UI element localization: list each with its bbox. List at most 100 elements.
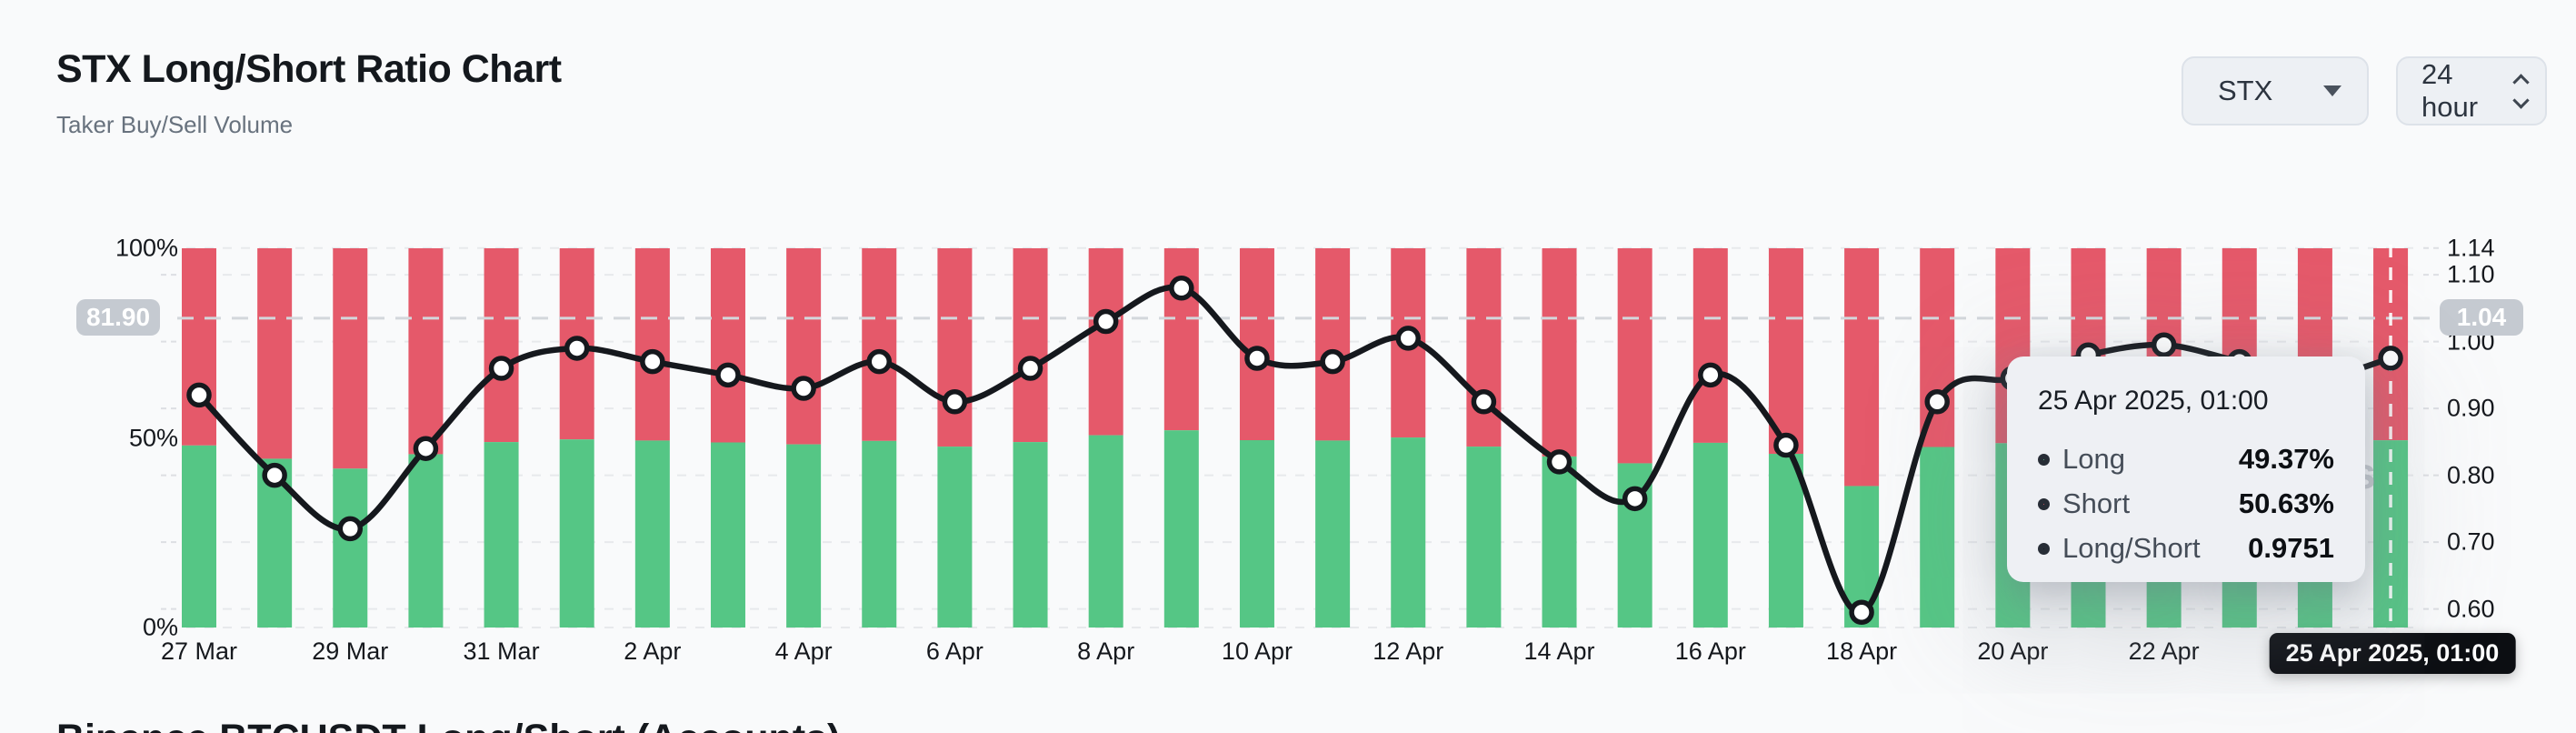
- bar-short: [937, 248, 973, 447]
- bar-column[interactable]: [1768, 248, 1803, 628]
- x-axis-tick: 16 Apr: [1674, 638, 1746, 665]
- x-axis-tick: 20 Apr: [1977, 638, 2049, 665]
- bar-column[interactable]: [1617, 248, 1652, 628]
- bar-column[interactable]: [786, 248, 822, 628]
- ratio-marker[interactable]: [640, 348, 665, 375]
- ratio-marker[interactable]: [1395, 326, 1421, 351]
- bar-long: [1088, 435, 1123, 628]
- bar-short: [1239, 248, 1274, 441]
- crosshair-right-value-pill: 1.04: [2440, 299, 2523, 336]
- bar-column[interactable]: [1466, 248, 1502, 628]
- bar-short: [634, 248, 670, 441]
- y-axis-right-tick: 1.10: [2447, 260, 2495, 288]
- bar-column[interactable]: [1088, 248, 1123, 628]
- bar-column[interactable]: [484, 248, 519, 628]
- long-series-dot-icon: [2038, 453, 2050, 466]
- ratio-marker[interactable]: [1773, 432, 1799, 458]
- ratio-marker[interactable]: [1849, 599, 1874, 626]
- x-axis-tick: 2 Apr: [624, 638, 682, 665]
- x-axis-tick: 14 Apr: [1523, 638, 1595, 665]
- bar-column[interactable]: [559, 248, 594, 628]
- crosshair-left-value-pill: 81.90: [76, 299, 160, 336]
- ratio-marker[interactable]: [2378, 346, 2403, 371]
- bar-column[interactable]: [862, 248, 897, 628]
- bar-short: [1768, 248, 1803, 455]
- bar-column[interactable]: [710, 248, 745, 628]
- bar-column[interactable]: [408, 248, 444, 628]
- bar-column[interactable]: [1315, 248, 1351, 628]
- x-axis-tick: 18 Apr: [1826, 638, 1898, 665]
- ratio-marker[interactable]: [1093, 308, 1119, 335]
- bar-short: [1013, 248, 1048, 443]
- ratio-marker[interactable]: [1169, 276, 1194, 301]
- bar-column[interactable]: [1844, 248, 1880, 628]
- bar-column[interactable]: [1391, 248, 1426, 628]
- bar-long: [937, 447, 973, 628]
- bar-long: [1315, 440, 1351, 628]
- bar-column[interactable]: [182, 248, 216, 628]
- ratio-marker[interactable]: [1471, 389, 1497, 415]
- tooltip-row-label: Short: [2062, 487, 2131, 519]
- x-axis-tick: 31 Mar: [463, 638, 540, 665]
- bar-short: [862, 248, 897, 441]
- ratio-marker[interactable]: [1244, 346, 1270, 371]
- ratio-marker[interactable]: [186, 382, 212, 408]
- interval-select[interactable]: 24 hour: [2396, 56, 2547, 126]
- bar-column[interactable]: [333, 248, 368, 628]
- bar-column[interactable]: [257, 248, 293, 628]
- bar-long: [786, 444, 822, 628]
- ratio-marker[interactable]: [1622, 486, 1648, 512]
- chart-controls: STX 24 hour: [2182, 56, 2547, 126]
- x-axis-tick: 6 Apr: [925, 638, 983, 665]
- y-axis-left-tick: 100%: [115, 234, 178, 262]
- ratio-marker[interactable]: [866, 348, 893, 375]
- y-axis-right-tick: 1.14: [2447, 234, 2495, 262]
- tooltip-row-longshort: Long/Short 0.9751: [2038, 532, 2334, 565]
- x-axis-tick: 22 Apr: [2128, 638, 2200, 665]
- ratio-marker[interactable]: [791, 376, 816, 401]
- bar-column[interactable]: [1013, 248, 1048, 628]
- bar-column[interactable]: [1692, 248, 1728, 628]
- bar-long: [408, 454, 444, 628]
- bar-column[interactable]: [1163, 248, 1199, 628]
- bar-column[interactable]: [634, 248, 670, 628]
- bar-column[interactable]: [1542, 248, 1577, 628]
- bar-column[interactable]: [1239, 248, 1274, 628]
- bar-long: [1239, 440, 1274, 628]
- bar-column[interactable]: [1920, 248, 1955, 628]
- bar-short: [1542, 248, 1577, 457]
- bar-short: [710, 248, 745, 443]
- ratio-marker[interactable]: [2151, 332, 2177, 358]
- bar-short: [1163, 248, 1199, 431]
- symbol-select[interactable]: STX: [2182, 56, 2369, 126]
- bar-long: [1768, 454, 1803, 628]
- tooltip-row-short: Short 50.63%: [2038, 487, 2334, 520]
- bar-long: [1013, 442, 1048, 628]
- ratio-marker[interactable]: [337, 516, 364, 542]
- ratio-marker[interactable]: [564, 336, 590, 361]
- tooltip-row-label: Long: [2062, 443, 2125, 475]
- tooltip-row-value: 49.37%: [2238, 443, 2334, 475]
- tooltip-row-value: 0.9751: [2248, 532, 2334, 564]
- bar-short: [182, 248, 216, 446]
- longshort-series-dot-icon: [2038, 542, 2050, 555]
- ratio-marker[interactable]: [1320, 348, 1345, 375]
- ratio-marker[interactable]: [715, 362, 741, 388]
- bar-long: [1163, 430, 1199, 628]
- ratio-marker[interactable]: [1546, 449, 1573, 475]
- ratio-marker[interactable]: [262, 462, 287, 488]
- x-axis-tick: 27 Mar: [160, 638, 238, 665]
- bar-long: [634, 440, 670, 628]
- bar-long: [862, 440, 897, 628]
- ratio-marker[interactable]: [1924, 389, 1950, 415]
- bar-short: [1088, 248, 1123, 436]
- ratio-marker[interactable]: [488, 356, 514, 381]
- ratio-marker[interactable]: [1017, 356, 1043, 381]
- ratio-marker[interactable]: [1698, 362, 1723, 388]
- chart-tooltip: 25 Apr 2025, 01:00 Long 49.37% Short 50.…: [2007, 356, 2365, 582]
- ratio-marker[interactable]: [942, 389, 968, 415]
- bar-column[interactable]: [937, 248, 973, 628]
- ratio-marker[interactable]: [413, 436, 439, 461]
- bar-short: [1617, 248, 1652, 464]
